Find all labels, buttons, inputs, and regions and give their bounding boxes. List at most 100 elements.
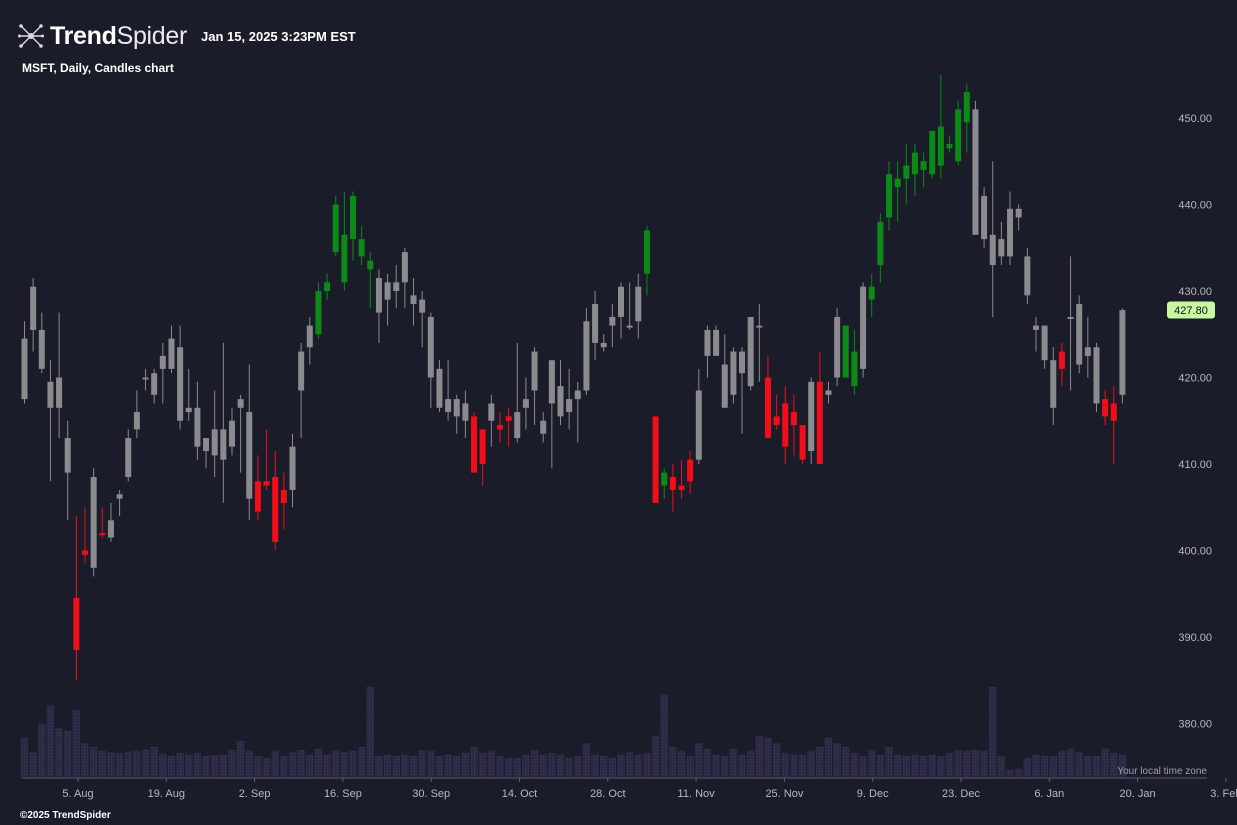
x-tick-label: 16. Sep bbox=[324, 788, 362, 800]
copyright: ©2025 TrendSpider bbox=[20, 810, 111, 821]
brand-logo-light: Spider bbox=[116, 21, 188, 50]
volume-bar bbox=[245, 750, 253, 777]
volume-bar bbox=[919, 756, 928, 777]
volume-bar bbox=[236, 741, 245, 777]
volume-bar bbox=[487, 750, 496, 777]
volume-bar bbox=[686, 756, 694, 777]
volume-bar bbox=[677, 750, 686, 777]
candle-body bbox=[237, 399, 244, 408]
candle-body bbox=[393, 282, 400, 291]
candle-body bbox=[669, 476, 676, 490]
candle-body bbox=[30, 286, 37, 330]
candle-body bbox=[773, 416, 780, 426]
x-tick-label: 5. Aug bbox=[62, 788, 93, 800]
volume-bar bbox=[271, 750, 279, 777]
volume-bar bbox=[902, 756, 911, 777]
volume-bar bbox=[1084, 756, 1092, 777]
volume-bar bbox=[513, 757, 521, 777]
spider-logo-icon bbox=[18, 24, 44, 48]
candle-body bbox=[998, 239, 1005, 257]
y-tick-label: 390.00 bbox=[1178, 632, 1212, 644]
candle-body bbox=[1058, 351, 1065, 369]
volume-bar bbox=[599, 756, 608, 777]
volume-bar bbox=[937, 756, 945, 777]
volume-bar bbox=[1101, 748, 1109, 777]
candle-body bbox=[263, 481, 270, 486]
volume-bar bbox=[375, 756, 383, 777]
candle-body bbox=[177, 347, 184, 421]
candle-body bbox=[410, 295, 417, 304]
volume-bar bbox=[470, 747, 478, 777]
candle-body bbox=[107, 520, 114, 538]
y-tick-label: 380.00 bbox=[1178, 719, 1212, 731]
candle-body bbox=[73, 598, 80, 650]
volume-bar bbox=[349, 750, 357, 777]
candle-body bbox=[427, 316, 434, 378]
candle-body bbox=[289, 446, 296, 490]
volume-bar bbox=[228, 750, 236, 777]
volume-bar bbox=[141, 749, 150, 777]
candle-body bbox=[886, 174, 892, 218]
volume-bar bbox=[297, 750, 305, 777]
candle-body bbox=[713, 329, 720, 356]
volume-bar bbox=[565, 757, 573, 777]
volume-bar bbox=[608, 757, 617, 777]
candle-body bbox=[721, 364, 728, 408]
candle-body bbox=[1110, 403, 1117, 421]
volume-bar bbox=[185, 754, 193, 777]
volume-bar bbox=[1032, 754, 1040, 777]
x-tick-label: 19. Aug bbox=[148, 788, 185, 800]
candle-body bbox=[254, 481, 261, 512]
candle-body bbox=[808, 381, 815, 452]
candle-body bbox=[203, 438, 210, 452]
brand-logo-text: TrendSpider bbox=[50, 22, 187, 51]
candle-body bbox=[652, 416, 659, 503]
candle-body bbox=[764, 377, 771, 439]
volume-bar bbox=[323, 754, 331, 777]
volume-bar bbox=[1049, 756, 1057, 777]
timezone-note: Your local time zone bbox=[1117, 766, 1207, 777]
volume-bar bbox=[1075, 752, 1083, 777]
candle-body bbox=[574, 390, 581, 400]
volume-bar bbox=[850, 753, 859, 777]
volume-bar bbox=[133, 750, 141, 777]
last-price-label: 427.80 bbox=[1174, 305, 1208, 317]
volume-bar bbox=[746, 750, 755, 777]
volume-bar bbox=[522, 754, 530, 777]
volume-bar bbox=[115, 753, 124, 777]
volume-bar bbox=[617, 754, 625, 777]
candle-body bbox=[384, 282, 391, 300]
volume-bar bbox=[712, 754, 720, 777]
candle-body bbox=[332, 204, 339, 253]
candle-body bbox=[937, 126, 944, 166]
candle-body bbox=[609, 316, 616, 326]
volume-bar bbox=[444, 754, 452, 777]
volume-bar bbox=[643, 753, 651, 777]
candle-body bbox=[341, 234, 348, 283]
candle-body bbox=[1041, 325, 1048, 361]
candle-body bbox=[618, 286, 624, 317]
x-tick-label: 6. Jan bbox=[1034, 788, 1064, 800]
volume-bar bbox=[193, 753, 202, 777]
volume-bars bbox=[20, 687, 1127, 777]
candle-body bbox=[211, 429, 218, 456]
volume-bar bbox=[574, 756, 582, 777]
candle-body bbox=[955, 109, 962, 162]
volume-bar bbox=[867, 750, 876, 777]
volume-bar bbox=[660, 694, 668, 777]
volume-bar bbox=[721, 756, 729, 777]
candle-body bbox=[324, 282, 331, 291]
candle-body bbox=[799, 425, 806, 460]
volume-bar bbox=[859, 756, 867, 777]
candle-body bbox=[514, 412, 521, 439]
candle-body bbox=[298, 351, 305, 391]
volume-bar bbox=[176, 753, 184, 777]
x-tick-label: 3. Feb bbox=[1210, 788, 1237, 800]
volume-bar bbox=[167, 756, 176, 777]
volume-bar bbox=[755, 735, 764, 777]
candle-body bbox=[1032, 325, 1039, 330]
header: TrendSpider Jan 15, 2025 3:23PM EST bbox=[18, 20, 356, 52]
candle-body bbox=[860, 286, 867, 369]
candle-body bbox=[1007, 208, 1014, 257]
